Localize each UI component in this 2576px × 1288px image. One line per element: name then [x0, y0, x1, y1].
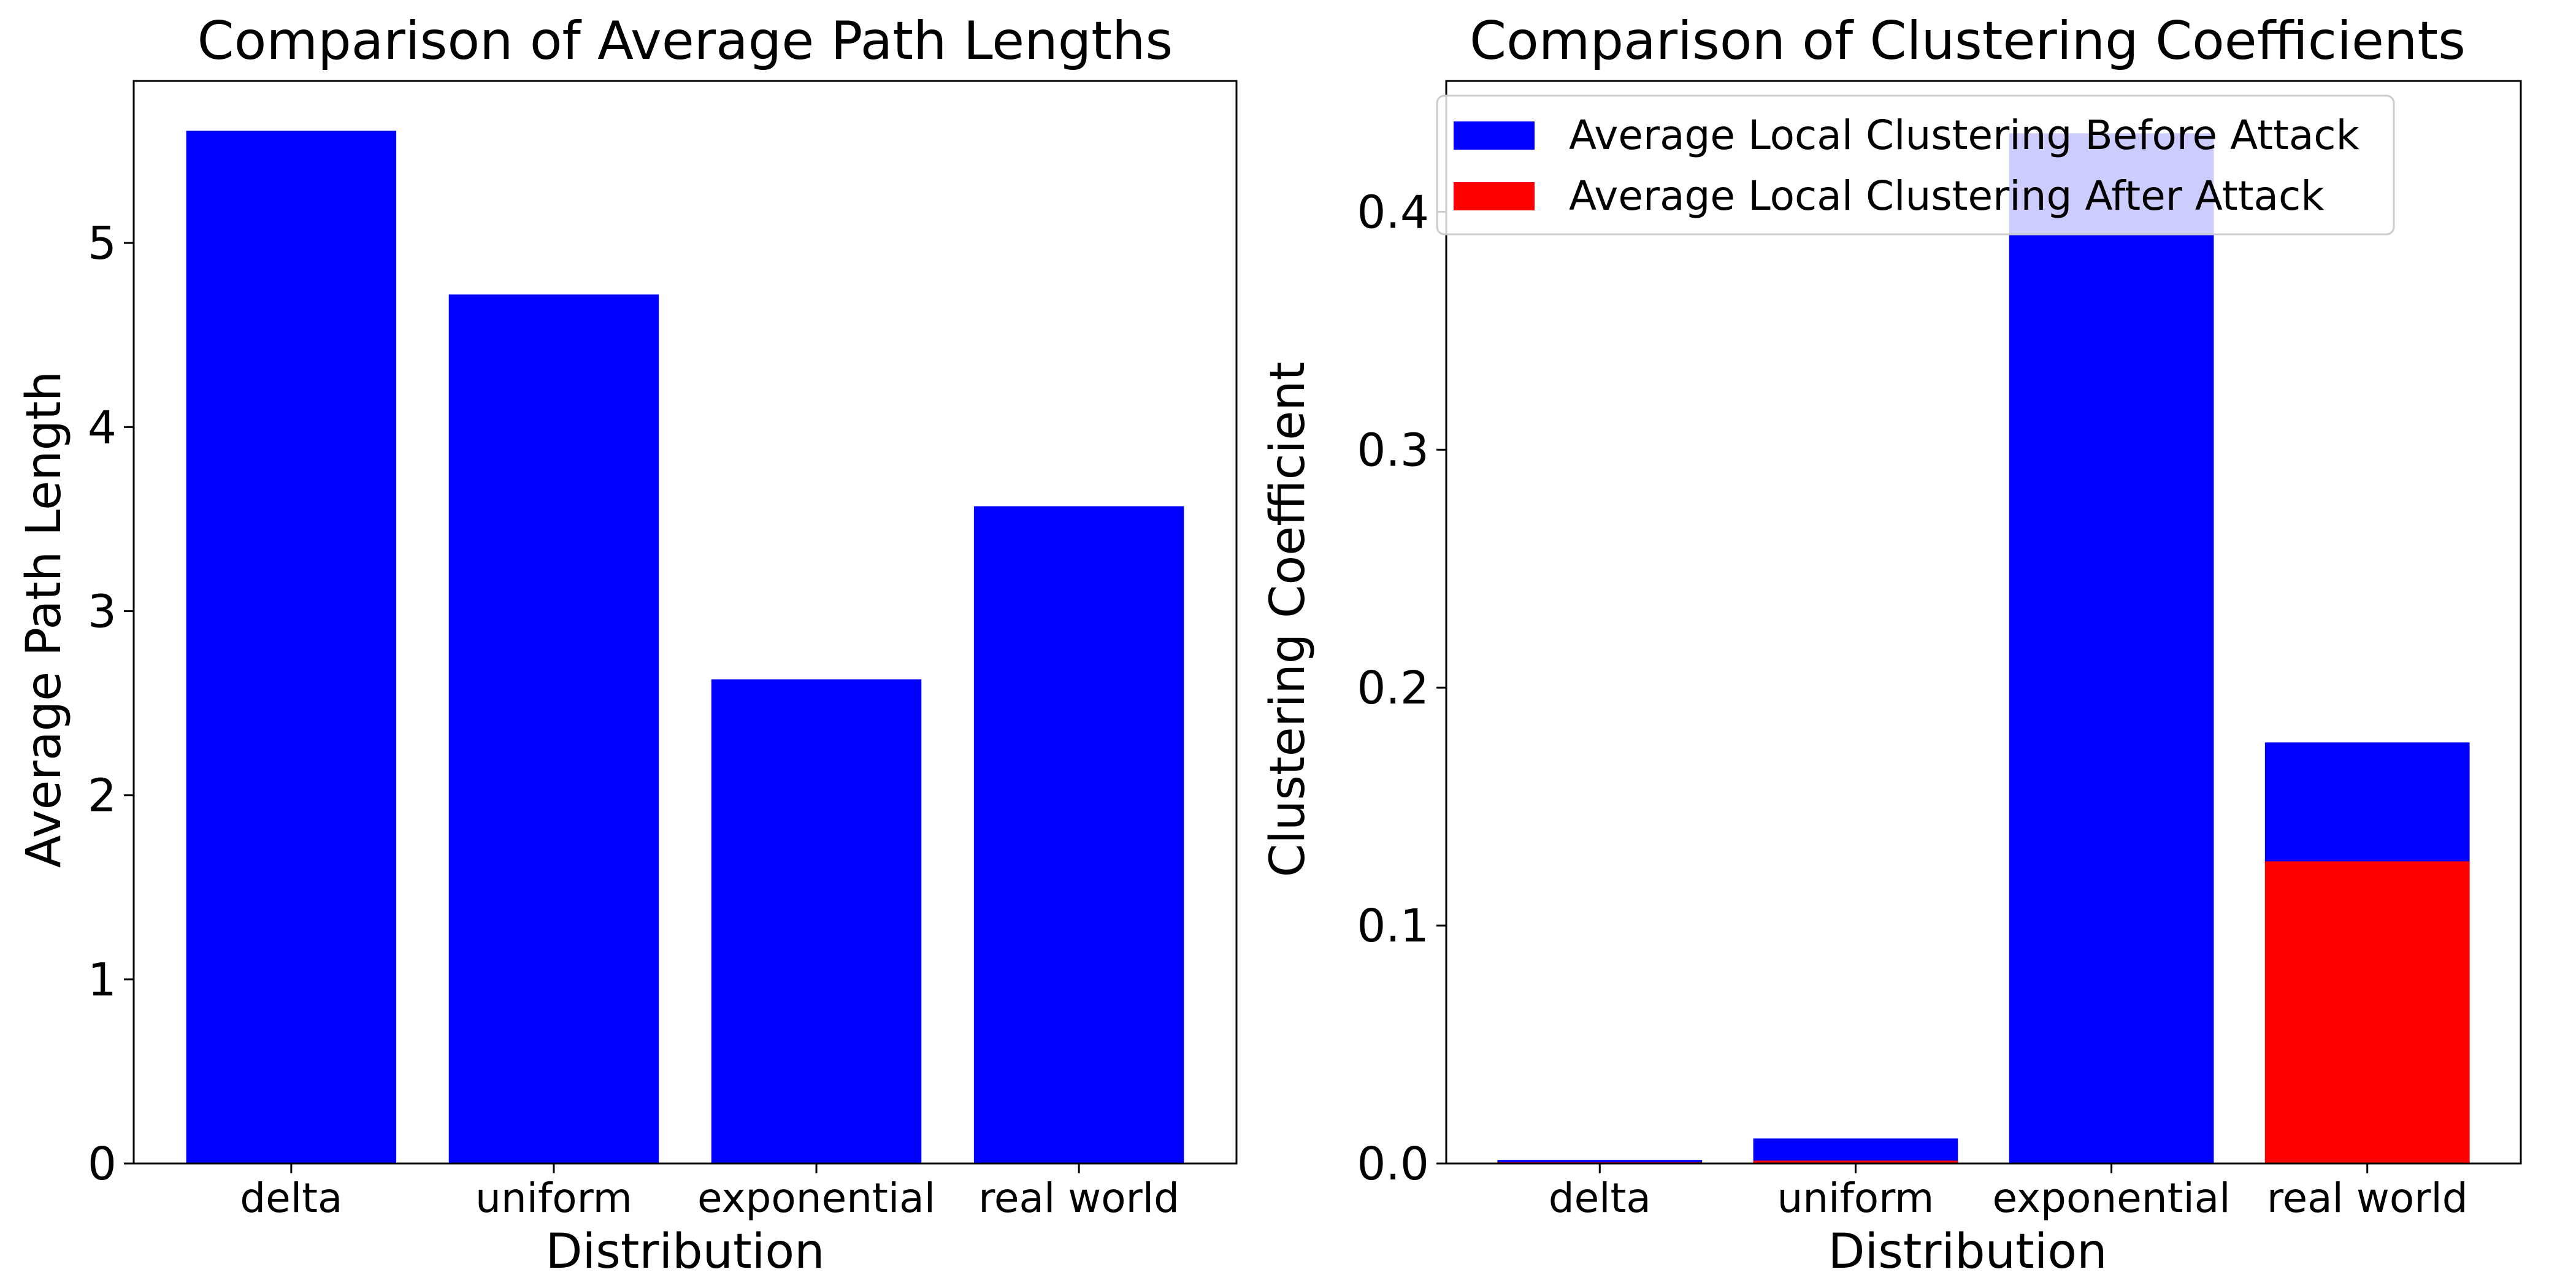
chart-title: Comparison of Clustering Coefficients	[1470, 10, 2466, 72]
x-tick-label: uniform	[1777, 1175, 1934, 1222]
chart-title: Comparison of Average Path Lengths	[197, 10, 1173, 72]
y-tick-label: 1	[88, 954, 117, 1006]
bar-before-exponential	[2009, 133, 2214, 1163]
x-tick-label: exponential	[697, 1175, 935, 1222]
y-tick-label: 0	[88, 1138, 117, 1190]
x-tick-label: delta	[1549, 1175, 1651, 1222]
bar-real-world	[973, 506, 1184, 1164]
bar-after-uniform	[1753, 1160, 1958, 1163]
axis-ticks: 0 1 2 3 4 5 delta uniform exponential real world	[88, 217, 1179, 1222]
plot-frame	[132, 80, 1238, 1165]
y-tick-label: 0.4	[1357, 186, 1429, 239]
legend: Average Local Clustering Before Attack A…	[1436, 94, 2395, 236]
bar-delta	[186, 131, 397, 1164]
bars	[1497, 133, 2470, 1163]
clustering-chart: Comparison of Clustering Coefficients Cl…	[1260, 10, 2522, 1279]
x-axis-label: Distribution	[1828, 1224, 2107, 1279]
y-tick-label: 0.2	[1357, 662, 1429, 715]
x-tick-label: exponential	[1993, 1175, 2231, 1222]
x-tick-label: real world	[978, 1175, 1179, 1222]
legend-label-after: Average Local Clustering After Attack	[1569, 172, 2325, 220]
legend-swatch-before	[1454, 121, 1535, 150]
legend-label-before: Average Local Clustering Before Attack	[1569, 112, 2360, 159]
y-tick-label: 2	[88, 770, 117, 822]
x-axis-label: Distribution	[545, 1224, 824, 1279]
y-tick-label: 3	[88, 585, 117, 638]
path-length-chart: Comparison of Average Path Lengths Avera…	[17, 10, 1238, 1279]
legend-swatch-after	[1454, 182, 1535, 210]
bar-before-uniform	[1753, 1138, 1958, 1163]
axis-ticks: 0.0 0.1 0.2 0.3 0.4 delta uniform exponential re…	[1357, 186, 2467, 1222]
legend-box	[1436, 94, 2395, 236]
bar-exponential	[711, 679, 922, 1163]
y-tick-label: 4	[88, 401, 117, 454]
bar-uniform	[448, 294, 659, 1163]
bar-after-real-world	[2264, 861, 2470, 1163]
y-tick-label: 5	[88, 217, 117, 270]
y-tick-label: 0.0	[1357, 1138, 1429, 1190]
x-tick-label: uniform	[475, 1175, 632, 1222]
y-tick-label: 0.1	[1357, 900, 1429, 953]
y-axis-label: Average Path Length	[17, 371, 72, 868]
bar-before-delta	[1497, 1160, 1703, 1163]
x-tick-label: delta	[240, 1175, 342, 1222]
plot-frame	[1445, 80, 2522, 1165]
y-axis-label: Clustering Coefficient	[1260, 362, 1316, 877]
x-tick-label: real world	[2267, 1175, 2468, 1222]
bars	[186, 131, 1184, 1164]
y-tick-label: 0.3	[1357, 424, 1429, 477]
